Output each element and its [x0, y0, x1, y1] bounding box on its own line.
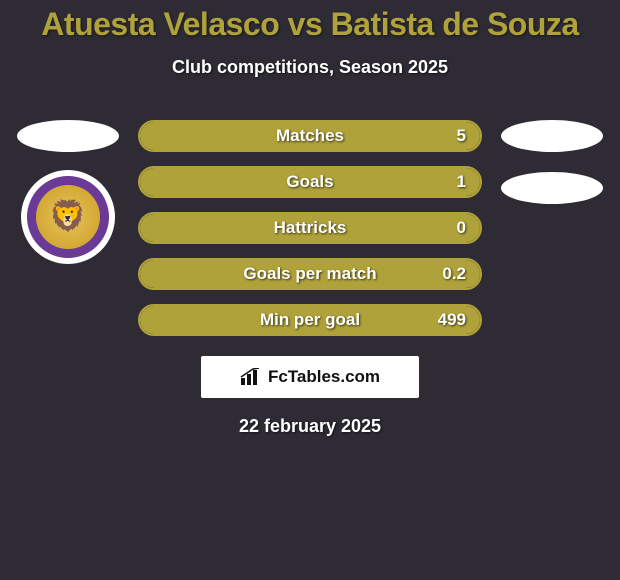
- stat-label: Goals: [286, 172, 333, 192]
- stat-label: Goals per match: [243, 264, 376, 284]
- comparison-columns: 🦁 Matches 5 Goals 1 Hattricks 0: [0, 120, 620, 336]
- stats-center: Matches 5 Goals 1 Hattricks 0 Goals per …: [128, 120, 492, 336]
- left-player-name-pill: [17, 120, 119, 152]
- page-subtitle: Club competitions, Season 2025: [0, 57, 620, 78]
- stat-row-hattricks: Hattricks 0: [138, 212, 482, 244]
- stat-row-matches: Matches 5: [138, 120, 482, 152]
- left-player-column: 🦁: [8, 120, 128, 336]
- bar-chart-icon: [240, 368, 262, 386]
- right-player-name-pill: [501, 120, 603, 152]
- stat-label: Hattricks: [274, 218, 347, 238]
- left-player-crest: 🦁: [21, 170, 115, 264]
- brand-text: FcTables.com: [268, 367, 380, 387]
- stat-row-min-per-goal: Min per goal 499: [138, 304, 482, 336]
- stat-right-value: 499: [438, 310, 466, 330]
- stat-label: Matches: [276, 126, 344, 146]
- orlando-city-crest-icon: 🦁: [27, 176, 109, 258]
- stat-row-goals: Goals 1: [138, 166, 482, 198]
- stat-right-value: 0.2: [442, 264, 466, 284]
- right-player-crest-pill: [501, 172, 603, 204]
- right-player-column: [492, 120, 612, 336]
- stat-row-goals-per-match: Goals per match 0.2: [138, 258, 482, 290]
- stat-right-value: 0: [457, 218, 466, 238]
- stat-right-value: 1: [457, 172, 466, 192]
- stat-label: Min per goal: [260, 310, 360, 330]
- date-label: 22 february 2025: [0, 416, 620, 437]
- lion-icon: 🦁: [36, 185, 100, 249]
- stat-right-value: 5: [457, 126, 466, 146]
- page-title: Atuesta Velasco vs Batista de Souza: [0, 0, 620, 43]
- brand-badge: FcTables.com: [201, 356, 419, 398]
